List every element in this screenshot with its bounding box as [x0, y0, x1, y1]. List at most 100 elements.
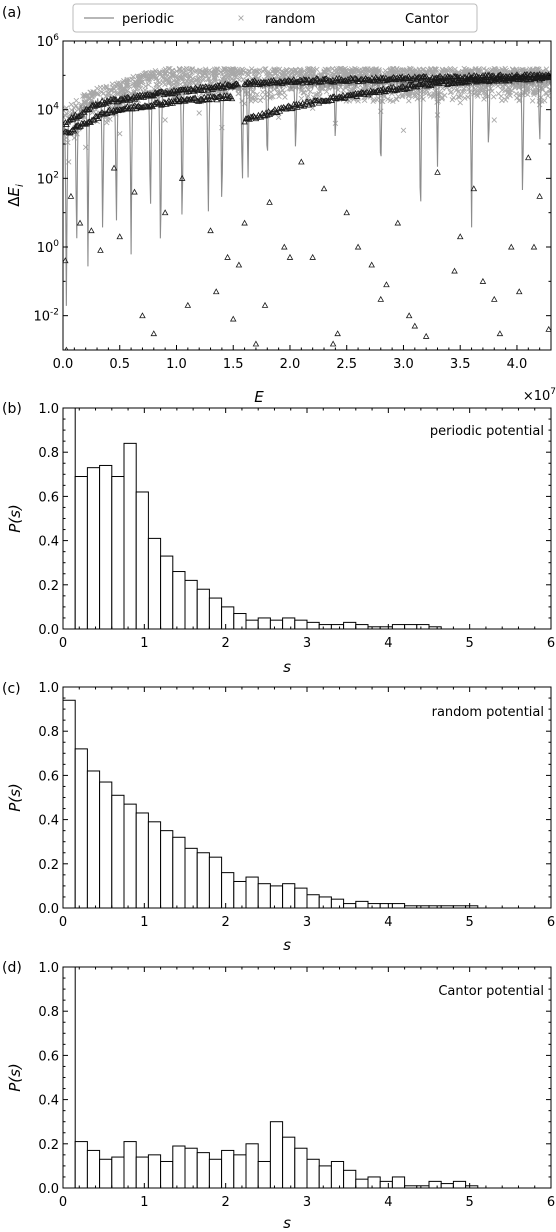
cantor-point-34 — [383, 281, 390, 288]
cantor-branch-2-4-3 — [494, 72, 502, 79]
random-point-extra-767 — [244, 70, 251, 77]
y-axis-title-a: ΔEi — [5, 184, 26, 207]
random-point-extra-1269 — [503, 67, 510, 74]
random-point-extra-959 — [190, 79, 196, 85]
cantor-branch-0-4-24 — [225, 81, 233, 88]
cantor-branch-0-2-24 — [124, 93, 131, 100]
legend-a: periodic random Cantor — [72, 3, 478, 33]
random-point-extra-779 — [504, 94, 510, 100]
random-point-extra-1607 — [281, 70, 288, 77]
cantor-point-18 — [235, 261, 243, 268]
bar-d-6 — [135, 1156, 149, 1189]
random-point-extra-998 — [235, 90, 241, 97]
random-point-extra-1403 — [155, 70, 161, 77]
cantor-branch-2-1-44 — [296, 76, 304, 83]
y-tick-label-a-1: 100 — [37, 239, 60, 256]
random-point-extra-1532 — [507, 92, 513, 99]
random-point-extra-1443 — [126, 83, 133, 90]
random-point-extra-968 — [193, 67, 199, 74]
cantor-branch-2-1-46 — [299, 79, 306, 86]
cantor-branch-3-5-32 — [463, 78, 470, 85]
random-point-extra-1421 — [516, 97, 522, 104]
legend-label-random: random — [265, 12, 315, 27]
cantor-branch-3-1-26 — [274, 109, 281, 116]
cantor-branch-1-3-42 — [226, 93, 233, 100]
random-point-extra-1196 — [136, 81, 142, 87]
bar-b-2 — [86, 467, 101, 630]
cantor-branch-0-1-22 — [89, 101, 97, 108]
y-tick-label-a-2: 102 — [37, 170, 59, 187]
cantor-point-6 — [110, 164, 118, 171]
bar-d-9 — [172, 1145, 186, 1189]
y-tick-label-b-1: 0.2 — [38, 579, 59, 594]
x-axis-title-d: s — [283, 1214, 291, 1232]
bar-c-24 — [355, 900, 369, 909]
cantor-point-15 — [212, 288, 220, 295]
x-tick-label-d-6: 6 — [547, 1195, 555, 1210]
random-point-extra-1392 — [395, 93, 402, 100]
bar-b-12 — [208, 597, 223, 630]
cantor-branch-2-2-64 — [390, 73, 397, 80]
legend-label-cantor: Cantor — [405, 12, 449, 27]
cantor-branch-2-3-71 — [489, 72, 497, 79]
cantor-branch-1-1-6 — [69, 126, 77, 133]
random-point-extra-238 — [304, 94, 311, 101]
random-point-extra-1098 — [399, 93, 406, 99]
x-multiplier-a: ×107 — [523, 387, 556, 404]
random-point-extra-1682 — [124, 87, 131, 94]
random-point-extra-983 — [382, 67, 389, 74]
bar-c-19 — [294, 887, 308, 909]
random-point-extra-1009 — [495, 91, 502, 97]
random-point-extra-1235 — [447, 89, 454, 96]
x-tick-label-b-3: 3 — [303, 636, 311, 651]
cantor-point-31 — [354, 243, 362, 250]
random-point-extra-1371 — [530, 90, 537, 96]
bar-d-19 — [294, 1147, 308, 1189]
random-point-extra-1590 — [194, 80, 201, 86]
random-point-extra-1228 — [81, 93, 88, 99]
cantor-branch-3-6-35 — [512, 74, 519, 80]
cantor-branch-2-4-19 — [514, 72, 522, 79]
x-tick-label-a-5: 2.5 — [336, 357, 357, 372]
x-tick-label-a-2: 1.0 — [166, 357, 187, 372]
random-point-extra-1394 — [300, 89, 307, 95]
cantor-branch-0-3-9 — [161, 89, 169, 95]
bar-c-23 — [343, 903, 357, 909]
cantor-point-16 — [224, 253, 231, 260]
y-tick-label-d-3: 0.6 — [38, 1049, 59, 1064]
x-tick-label-a-3: 1.5 — [223, 357, 244, 372]
bar-d-15 — [245, 1143, 259, 1189]
random-point-extra-1566 — [367, 68, 374, 74]
random-point-extra-609 — [310, 94, 317, 101]
random-point-extra-1282 — [90, 89, 96, 95]
cantor-branch-2-2-38 — [357, 76, 364, 82]
cantor-point-33 — [377, 295, 385, 302]
cantor-branch-3-3-24 — [362, 89, 369, 96]
cantor-branch-1-1-7 — [70, 127, 78, 134]
cantor-branch-3-6-14 — [485, 78, 493, 85]
cantor-point-17 — [229, 315, 237, 322]
random-point-extra-1514 — [211, 70, 218, 77]
random-point-extra-860 — [137, 85, 144, 92]
bar-d-13 — [221, 1149, 235, 1189]
cantor-branch-0-1-19 — [86, 105, 93, 112]
cantor-point-10 — [150, 330, 158, 337]
random-point-extra-31 — [406, 98, 412, 104]
random-point-extra-1024 — [462, 95, 468, 101]
x-tick-label-c-5: 5 — [466, 915, 474, 930]
y-tick-label-d-5: 1.0 — [38, 961, 59, 976]
random-point-extra-1632 — [426, 91, 432, 97]
bar-c-7 — [147, 821, 162, 909]
y-tick-label-b-5: 1.0 — [38, 402, 59, 417]
bar-b-13 — [221, 606, 235, 630]
random-point-extra-1601 — [416, 66, 422, 72]
cantor-branch-3-5-6 — [430, 78, 438, 85]
random-point-extra-1482 — [354, 66, 360, 73]
cantor-branch-3-4-12 — [392, 85, 400, 92]
y-tick-label-c-1: 0.2 — [38, 858, 59, 873]
bar-c-21 — [318, 896, 332, 909]
random-point-extra-1354 — [81, 99, 87, 106]
y-tick-label-d-1: 0.2 — [38, 1138, 59, 1153]
random-point-35 — [457, 99, 463, 106]
cantor-point-43 — [479, 277, 487, 284]
